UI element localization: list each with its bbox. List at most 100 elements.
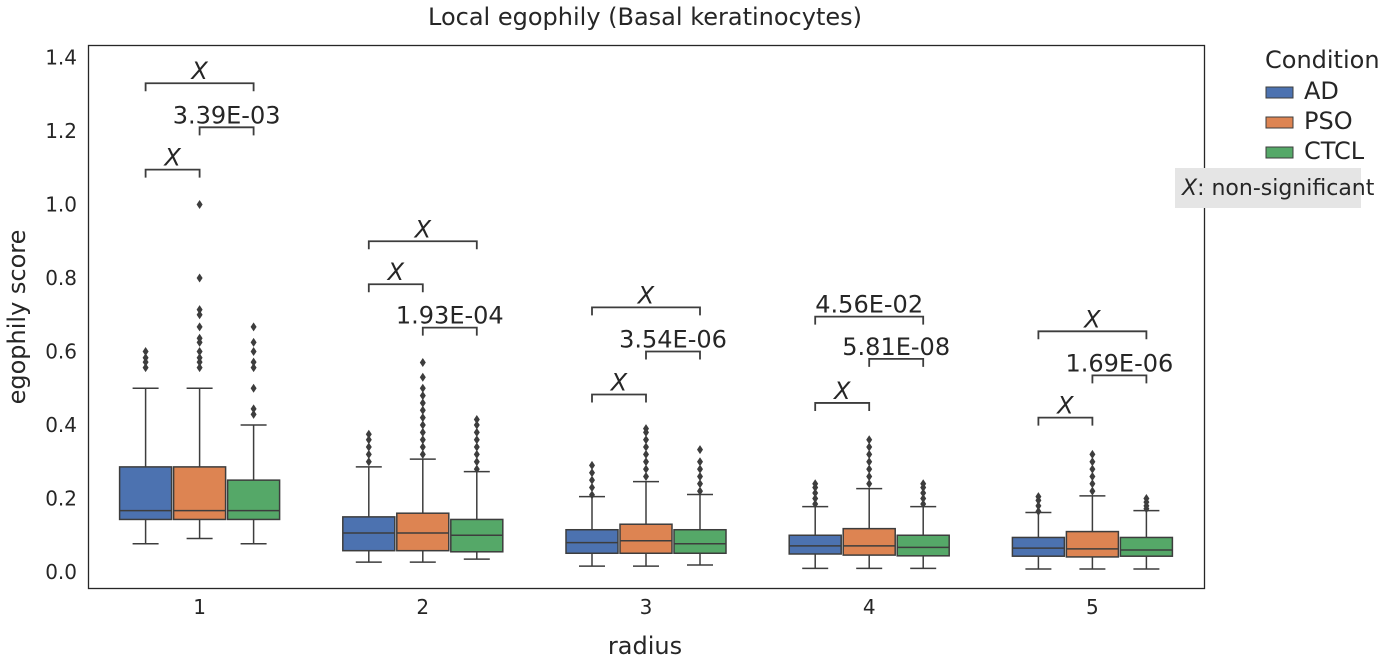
significance-bracket: X	[144, 57, 255, 92]
outlier-point	[250, 404, 257, 414]
outlier-point	[419, 420, 426, 430]
box-ctcl	[896, 534, 950, 557]
bracket-line	[591, 306, 701, 316]
outlier-point	[250, 347, 257, 356]
outlier-point	[697, 457, 703, 467]
significance-bracket: 4.56E-02	[814, 291, 925, 325]
y-tick-label: 1.2	[45, 119, 77, 143]
significance-bracket: 1.93E-04	[396, 302, 504, 336]
outlier-point	[419, 413, 426, 423]
non-significant-label: X	[162, 144, 181, 172]
y-tick-label: 0.6	[45, 340, 77, 364]
box-ad	[1011, 536, 1066, 557]
outlier-point	[250, 337, 257, 347]
y-tick-label: 0.4	[45, 413, 77, 437]
bracket-line	[1037, 416, 1094, 426]
significance-bracket: X	[591, 281, 701, 316]
non-significant-label: X	[609, 368, 628, 396]
box-ctcl	[673, 528, 727, 555]
outlier-point	[812, 499, 819, 509]
outlier-point	[1089, 471, 1096, 481]
box-pso	[842, 527, 896, 556]
bracket-line	[814, 315, 925, 325]
non-significant-label: X	[832, 377, 851, 405]
box-pso	[619, 523, 673, 555]
p-value-label: 1.69E-06	[1065, 349, 1173, 377]
outlier-point	[1035, 506, 1042, 516]
outlier-point	[866, 457, 873, 467]
box-group	[896, 479, 950, 570]
note-label: : non-significant	[1197, 176, 1375, 201]
significance-bracket: X	[367, 258, 424, 293]
box-group	[118, 347, 173, 545]
significance-bracket: X	[367, 215, 478, 250]
outlier-point	[419, 405, 426, 415]
outlier-point	[920, 499, 927, 509]
p-value-label: 3.39E-03	[173, 101, 281, 129]
outlier-point	[643, 424, 649, 434]
legend-label-ctcl: CTCL	[1304, 137, 1365, 165]
non-significant-label: X	[386, 258, 405, 286]
box-ad	[118, 466, 173, 521]
outlier-point	[643, 471, 649, 481]
non-significant-label: X	[413, 215, 432, 243]
note-symbol: X	[1181, 176, 1198, 201]
outlier-point	[250, 383, 257, 393]
outlier-point	[473, 414, 480, 424]
outlier-point	[812, 494, 819, 503]
box-group	[788, 479, 842, 570]
x-tick-label: 4	[863, 595, 876, 619]
box-group	[342, 429, 396, 563]
bracket-line	[814, 402, 871, 411]
outlier-point	[643, 457, 649, 467]
x-tick-label: 5	[1086, 595, 1099, 619]
outlier-point	[196, 333, 203, 343]
box-ctcl	[1119, 536, 1174, 557]
non-significant-label: X	[636, 281, 655, 309]
y-axis: 0.0 0.2 0.4 0.6 0.8 1.0 1.2 1.4	[45, 46, 77, 585]
p-value-label: 1.93E-04	[396, 302, 504, 330]
box-group	[673, 445, 727, 566]
outlier-point	[866, 435, 873, 445]
outlier-point	[866, 479, 873, 489]
outlier-point	[1089, 464, 1096, 474]
outlier-point	[250, 322, 257, 332]
note-text: X: non-significant	[1181, 176, 1375, 201]
non-significant-label: X	[1055, 392, 1074, 420]
significance-note: X: non-significant	[1175, 168, 1375, 208]
outlier-point	[1089, 457, 1096, 467]
box-group	[172, 200, 227, 540]
y-tick-label: 1.4	[45, 46, 77, 70]
legend-label-ad: AD	[1304, 77, 1339, 105]
x-axis-label: radius	[608, 632, 682, 660]
box-group	[1011, 492, 1066, 570]
plot-area	[118, 200, 1174, 570]
box-group	[842, 435, 896, 570]
outlier-point	[250, 409, 257, 419]
outlier-point	[1143, 494, 1150, 503]
box-group	[1119, 494, 1174, 570]
box-group	[450, 414, 504, 560]
outlier-point	[419, 442, 426, 452]
bracket-line	[591, 393, 647, 403]
box-group	[396, 358, 450, 563]
x-axis: 1 2 3 4 5	[193, 595, 1099, 619]
y-tick-label: 0.0	[45, 560, 77, 584]
outlier-point	[1089, 479, 1096, 489]
outlier-point	[196, 310, 203, 320]
y-axis-label: egophily score	[3, 230, 31, 405]
x-tick-label: 2	[416, 595, 429, 619]
outlier-point	[1089, 486, 1096, 496]
p-value-label: 3.54E-06	[619, 326, 727, 354]
legend-swatch-pso	[1265, 116, 1294, 129]
outlier-point	[866, 471, 873, 481]
outlier-point	[419, 427, 426, 437]
p-value-label: 4.56E-02	[815, 291, 923, 319]
box-ad	[788, 534, 842, 555]
outlier-point	[589, 475, 595, 485]
y-tick-label: 1.0	[45, 193, 77, 217]
outlier-point	[812, 479, 819, 489]
outlier-point	[473, 427, 480, 437]
legend-label-pso: PSO	[1304, 107, 1353, 135]
outlier-point	[196, 200, 203, 209]
